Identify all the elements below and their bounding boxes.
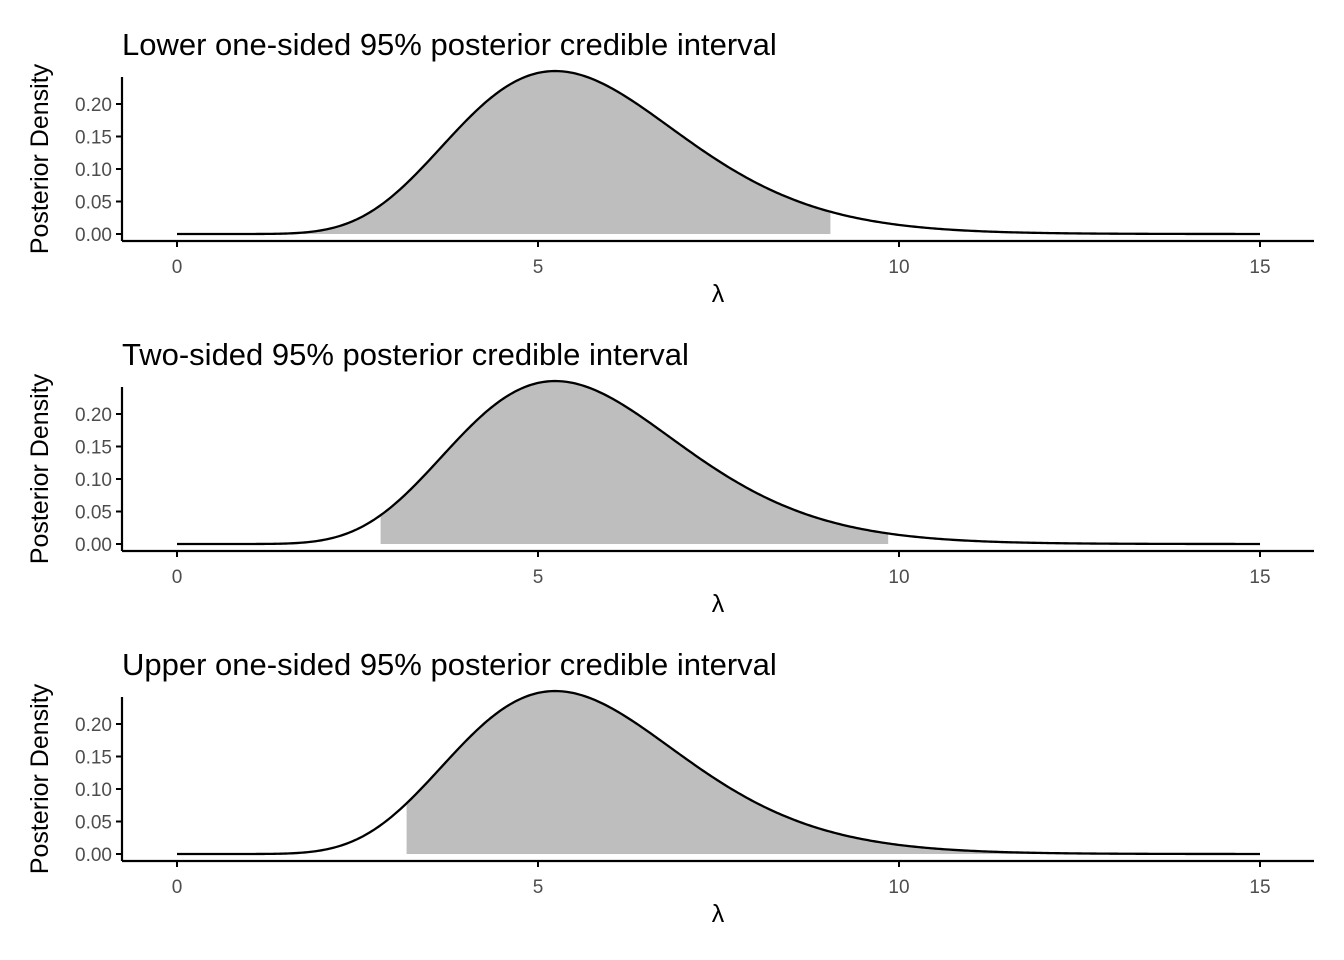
x-ticks: 0 5 10 15 [172,241,1271,278]
panel-two-sided: Two-sided 95% posterior credible interva… [26,337,1314,618]
credible-interval-area [380,381,889,544]
y-tick-label: 0.00 [75,535,112,556]
y-tick-label: 0.15 [75,128,112,149]
panel-title: Lower one-sided 95% posterior credible i… [122,27,777,62]
x-tick-label: 10 [888,567,909,588]
y-tick-label: 0.20 [75,405,112,426]
x-tick-label: 0 [172,567,183,588]
density-curve [177,689,1260,856]
x-tick-label: 5 [533,877,544,898]
x-ticks: 0 5 10 15 [172,551,1271,588]
panel-lower-one-sided: Lower one-sided 95% posterior credible i… [26,27,1314,308]
y-tick-label: 0.20 [75,95,112,116]
density-curve [177,379,1260,546]
y-tick-label: 0.00 [75,225,112,246]
y-tick-label: 0.15 [75,748,112,769]
x-tick-label: 15 [1249,257,1270,278]
y-ticks: 0.00 0.05 0.10 0.15 0.20 [75,715,122,866]
y-tick-label: 0.05 [75,813,112,834]
x-tick-label: 5 [533,567,544,588]
x-axis-title: λ [712,280,725,308]
x-axis-title: λ [712,590,725,618]
x-tick-label: 15 [1249,877,1270,898]
x-tick-label: 10 [888,877,909,898]
y-tick-label: 0.05 [75,503,112,524]
y-tick-label: 0.05 [75,193,112,214]
y-tick-label: 0.10 [75,160,112,181]
credible-interval-area [406,691,1261,854]
y-ticks: 0.00 0.05 0.10 0.15 0.20 [75,405,122,556]
y-tick-label: 0.10 [75,780,112,801]
x-tick-label: 5 [533,257,544,278]
x-tick-label: 0 [172,877,183,898]
x-tick-label: 10 [888,257,909,278]
x-ticks: 0 5 10 15 [172,861,1271,898]
density-curve [177,69,1260,236]
x-axis-title: λ [712,900,725,928]
y-tick-label: 0.20 [75,715,112,736]
panel-title: Two-sided 95% posterior credible interva… [122,337,689,372]
credible-interval-area [177,71,831,234]
y-tick-label: 0.10 [75,470,112,491]
x-tick-label: 15 [1249,567,1270,588]
y-ticks: 0.00 0.05 0.10 0.15 0.20 [75,95,122,246]
panel-upper-one-sided: Upper one-sided 95% posterior credible i… [26,647,1314,928]
y-axis-title: Posterior Density [26,63,54,254]
y-axis-title: Posterior Density [26,373,54,564]
y-axis-title: Posterior Density [26,683,54,874]
x-tick-label: 0 [172,257,183,278]
y-tick-label: 0.15 [75,438,112,459]
panel-title: Upper one-sided 95% posterior credible i… [122,647,777,682]
y-tick-label: 0.00 [75,845,112,866]
